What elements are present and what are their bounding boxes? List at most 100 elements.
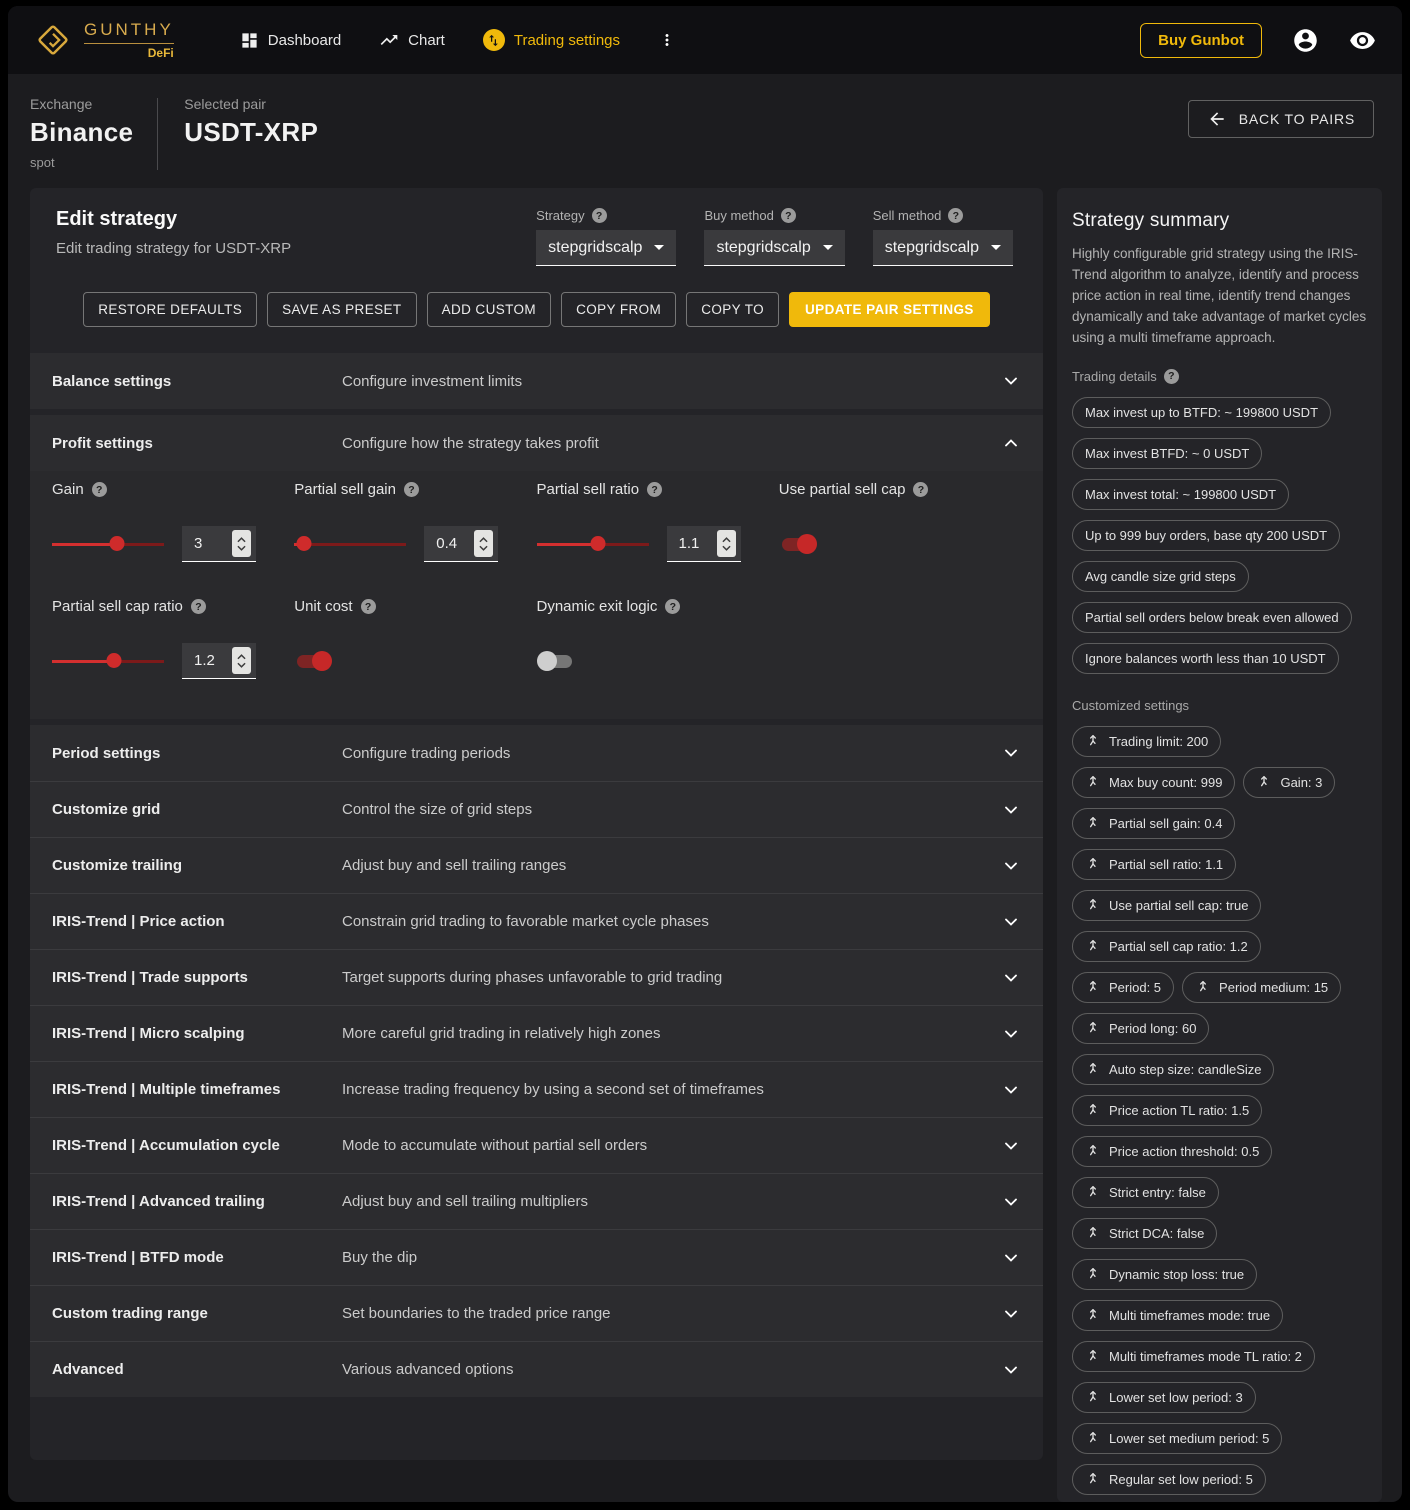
help-icon[interactable]: ? <box>665 599 681 614</box>
accordion-section[interactable]: Advanced Various advanced options <box>30 1341 1043 1397</box>
number-stepper[interactable] <box>716 530 736 557</box>
gain-slider[interactable] <box>52 536 164 552</box>
app-window: GUNTHY DeFi Dashboard Chart <box>8 6 1402 1502</box>
trend-arrow-icon <box>1085 1389 1101 1405</box>
accordion-section[interactable]: Custom trading range Set boundaries to t… <box>30 1285 1043 1341</box>
sell-method-select-group: Sell method ? stepgridscalp <box>872 208 1013 266</box>
help-icon[interactable]: ? <box>91 482 107 497</box>
chevron-up-icon <box>1001 433 1021 453</box>
unit-cost-toggle[interactable] <box>294 651 333 671</box>
nav-item-dashboard[interactable]: Dashboard <box>240 31 341 50</box>
edit-strategy-card: Edit strategy Edit trading strategy for … <box>30 188 1043 1460</box>
slider-thumb[interactable] <box>590 536 606 551</box>
number-stepper[interactable] <box>474 530 494 557</box>
trend-arrow-icon <box>1085 1266 1101 1282</box>
visibility-eye-icon[interactable] <box>1349 27 1376 54</box>
help-icon[interactable]: ? <box>780 208 796 223</box>
chevron-down-icon <box>1001 371 1021 391</box>
accordion-section[interactable]: IRIS-Trend | Accumulation cycle Mode to … <box>30 1117 1043 1173</box>
back-to-pairs-button[interactable]: BACK TO PAIRS <box>1187 100 1374 138</box>
trend-arrow-icon <box>1085 1184 1101 1200</box>
sell-method-select[interactable]: stepgridscalp <box>872 230 1013 266</box>
customized-setting-chip: Lower set low period: 3 <box>1072 1381 1256 1413</box>
gain-input[interactable]: 3 <box>182 526 256 562</box>
partial-sell-ratio-slider[interactable] <box>536 536 649 552</box>
update-pair-settings-button[interactable]: UPDATE PAIR SETTINGS <box>789 292 990 327</box>
profit-settings-header[interactable]: Profit settings Configure how the strate… <box>30 415 1043 471</box>
account-icon[interactable] <box>1292 27 1319 54</box>
slider-thumb[interactable] <box>109 536 125 551</box>
customized-setting-chip: Regular set low period: 5 <box>1072 1463 1266 1495</box>
customized-setting-chip: Dynamic stop loss: true <box>1072 1258 1258 1290</box>
help-icon[interactable]: ? <box>913 482 929 497</box>
accordion-section[interactable]: Period settings Configure trading period… <box>30 725 1043 781</box>
accordion-section[interactable]: IRIS-Trend | Multiple timeframes Increas… <box>30 1061 1043 1117</box>
buy-method-select[interactable]: stepgridscalp <box>704 230 845 266</box>
strategy-select[interactable]: stepgridscalp <box>536 230 677 266</box>
partial-sell-ratio-input[interactable]: 1.1 <box>666 526 741 562</box>
trend-arrow-icon <box>1085 897 1101 913</box>
accordion-section[interactable]: IRIS-Trend | BTFD mode Buy the dip <box>30 1229 1043 1285</box>
help-icon[interactable]: ? <box>591 208 607 223</box>
strategy-select-group: Strategy ? stepgridscalp <box>536 208 677 266</box>
exchange-block: Exchange Binance spot <box>30 96 133 170</box>
chart-icon <box>379 30 399 50</box>
number-stepper[interactable] <box>232 647 251 674</box>
partial-sell-gain-slider[interactable] <box>294 536 407 552</box>
customized-setting-chip: Trading limit: 200 <box>1072 725 1222 757</box>
help-icon[interactable]: ? <box>190 599 206 614</box>
restore-defaults-button[interactable]: RESTORE DEFAULTS <box>83 292 258 327</box>
partial-sell-cap-ratio-slider[interactable] <box>52 653 164 669</box>
trading-detail-chip: Max invest BTFD: ~ 0 USDT <box>1072 437 1263 469</box>
help-icon[interactable]: ? <box>360 599 376 614</box>
copy-from-button[interactable]: COPY FROM <box>561 292 677 327</box>
pair-header: Exchange Binance spot Selected pair USDT… <box>8 74 1402 182</box>
partial-sell-cap-ratio-input[interactable]: 1.2 <box>182 643 256 679</box>
help-icon[interactable]: ? <box>403 482 419 497</box>
customized-setting-chip: Partial sell cap ratio: 1.2 <box>1072 930 1261 962</box>
chevron-down-icon <box>1001 968 1021 988</box>
accordion-section[interactable]: Balance settings Configure investment li… <box>30 353 1043 409</box>
buy-gunbot-button[interactable]: Buy Gunbot <box>1140 22 1262 58</box>
copy-to-button[interactable]: COPY TO <box>686 292 780 327</box>
add-custom-button[interactable]: ADD CUSTOM <box>426 292 552 327</box>
nav-item-trading-settings[interactable]: Trading settings <box>482 29 620 51</box>
nav-item-chart[interactable]: Chart <box>379 30 445 50</box>
slider-thumb[interactable] <box>296 536 312 551</box>
accordion-section[interactable]: IRIS-Trend | Price action Constrain grid… <box>30 893 1043 949</box>
exchange-type: spot <box>30 155 55 170</box>
save-as-preset-button[interactable]: SAVE AS PRESET <box>267 292 417 327</box>
customized-setting-chip: Max buy count: 999 <box>1072 766 1236 798</box>
dynamic-exit-logic-toggle[interactable] <box>536 651 575 671</box>
accordion-section[interactable]: Customize trailing Adjust buy and sell t… <box>30 837 1043 893</box>
header-divider <box>157 98 159 170</box>
number-stepper[interactable] <box>232 530 251 557</box>
customized-setting-chip: Partial sell ratio: 1.1 <box>1072 848 1237 880</box>
partial-sell-gain-input[interactable]: 0.4 <box>424 526 499 562</box>
profit-settings-section: Profit settings Configure how the strate… <box>30 415 1043 719</box>
trend-arrow-icon <box>1085 1225 1101 1241</box>
accordion-section[interactable]: IRIS-Trend | Micro scalping More careful… <box>30 1005 1043 1061</box>
help-icon[interactable]: ? <box>948 208 964 223</box>
trend-arrow-icon <box>1085 815 1101 831</box>
chevron-down-icon <box>1001 1080 1021 1100</box>
chevron-down-icon <box>1001 1024 1021 1044</box>
chevron-down-icon <box>1001 1360 1021 1380</box>
accordion-section[interactable]: IRIS-Trend | Advanced trailing Adjust bu… <box>30 1173 1043 1229</box>
accordion-section[interactable]: Customize grid Control the size of grid … <box>30 781 1043 837</box>
slider-thumb[interactable] <box>106 653 122 668</box>
kebab-menu[interactable] <box>658 31 676 49</box>
help-icon[interactable]: ? <box>1163 368 1179 384</box>
trend-arrow-icon <box>1085 1020 1101 1036</box>
use-partial-sell-cap-control: Use partial sell cap ? <box>779 481 1021 562</box>
chevron-down-icon <box>1001 912 1021 932</box>
brand-logo[interactable]: GUNTHY DeFi <box>34 20 174 60</box>
trend-arrow-icon <box>1085 1348 1101 1364</box>
accordion-section[interactable]: IRIS-Trend | Trade supports Target suppo… <box>30 949 1043 1005</box>
pair-label: Selected pair <box>184 96 266 112</box>
gunthy-diamond-icon <box>34 21 72 59</box>
brand-name: GUNTHY <box>84 20 174 39</box>
use-partial-sell-cap-toggle[interactable] <box>779 534 817 554</box>
help-icon[interactable]: ? <box>647 482 663 497</box>
back-arrow-icon <box>1207 109 1227 129</box>
